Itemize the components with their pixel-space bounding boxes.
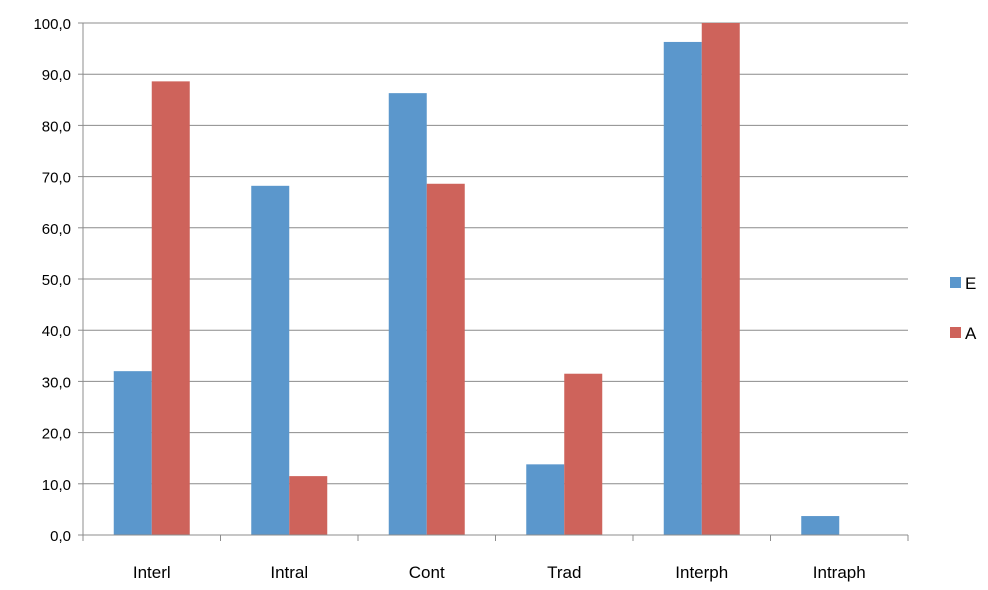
bar-E-Trad	[526, 464, 565, 535]
y-tick-label: 70,0	[42, 170, 71, 187]
y-tick-label: 20,0	[42, 426, 71, 443]
x-tick-label: Cont	[409, 563, 445, 582]
legend-swatch-A	[950, 327, 961, 338]
gridlines	[83, 22, 908, 485]
y-tick-label: 80,0	[42, 118, 71, 135]
x-tick-labels: Interl Intral Cont Trad Interph Intraph	[133, 563, 866, 582]
y-tick-label: 30,0	[42, 374, 71, 391]
y-tick-labels: 0,0 10,0 20,0 30,0 40,0 50,0 60,0 70,0 80,0 90,0 1…	[33, 16, 71, 545]
bar-E-Intral	[251, 185, 290, 536]
y-tick-label: 100,0	[33, 16, 71, 33]
bar-A-Trad	[564, 373, 603, 535]
legend: EA	[950, 274, 977, 343]
bar-A-Intral	[289, 476, 328, 535]
y-tick-label: 40,0	[42, 323, 71, 340]
bar-E-Interl	[113, 371, 152, 535]
legend-swatch-E	[950, 277, 961, 288]
axes	[78, 22, 909, 541]
x-tick-label: Intral	[270, 563, 308, 582]
x-tick-label: Interph	[675, 563, 728, 582]
bar-E-Intraph	[801, 516, 840, 535]
x-tick-label: Trad	[547, 563, 581, 582]
bar-A-Interl	[151, 81, 190, 536]
legend-label-A: A	[965, 324, 977, 343]
bars	[113, 23, 840, 536]
y-tick-label: 0,0	[50, 528, 71, 545]
bar-A-Cont	[426, 183, 465, 535]
bar-E-Interph	[663, 41, 702, 535]
y-tick-label: 10,0	[42, 477, 71, 494]
legend-label-E: E	[965, 274, 976, 293]
y-tick-label: 90,0	[42, 67, 71, 84]
y-tick-label: 60,0	[42, 221, 71, 238]
x-tick-label: Interl	[133, 563, 171, 582]
x-tick-label: Intraph	[813, 563, 866, 582]
bar-E-Cont	[388, 93, 427, 536]
y-tick-label: 50,0	[42, 272, 71, 289]
bar-A-Interph	[701, 23, 740, 535]
